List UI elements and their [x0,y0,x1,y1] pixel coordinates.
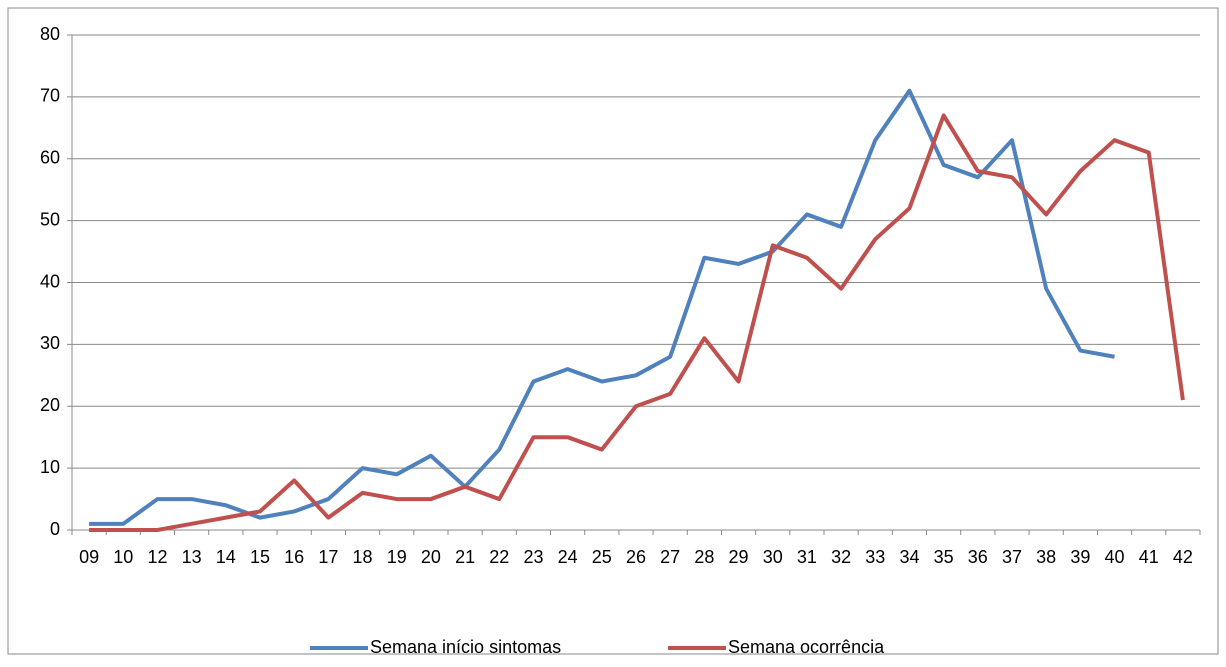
y-tick-label: 0 [50,519,60,539]
series-line [89,113,1185,532]
x-tick-label: 32 [831,547,851,567]
x-tick-label: 28 [694,547,714,567]
x-tick-label: 39 [1070,547,1090,567]
legend-label: Semana ocorrência [728,637,885,657]
x-tick-label: 26 [626,547,646,567]
x-tick-label: 38 [1036,547,1056,567]
y-tick-label: 50 [40,209,60,229]
y-tick-label: 80 [40,24,60,44]
y-tick-label: 60 [40,148,60,168]
x-tick-label: 15 [250,547,270,567]
y-tick-label: 10 [40,457,60,477]
x-tick-label: 14 [216,547,236,567]
legend-label: Semana início sintomas [370,637,561,657]
y-tick-label: 20 [40,395,60,415]
x-tick-label: 13 [182,547,202,567]
x-tick-label: 27 [660,547,680,567]
y-tick-label: 70 [40,86,60,106]
x-tick-label: 42 [1173,547,1193,567]
x-tick-label: 31 [797,547,817,567]
series-line [89,88,1115,526]
y-tick-label: 30 [40,333,60,353]
x-tick-label: 40 [1105,547,1125,567]
x-tick-label: 19 [387,547,407,567]
x-tick-label: 22 [489,547,509,567]
x-tick-label: 17 [318,547,338,567]
x-tick-label: 09 [79,547,99,567]
x-tick-label: 41 [1139,547,1159,567]
x-tick-label: 35 [934,547,954,567]
x-tick-label: 37 [1002,547,1022,567]
x-tick-label: 23 [523,547,543,567]
x-tick-label: 21 [455,547,475,567]
x-tick-label: 10 [113,547,133,567]
y-tick-label: 40 [40,271,60,291]
chart-border [7,7,1219,655]
x-tick-label: 30 [763,547,783,567]
x-tick-label: 36 [968,547,988,567]
x-tick-label: 12 [147,547,167,567]
x-tick-label: 24 [558,547,578,567]
x-tick-label: 34 [899,547,919,567]
x-tick-label: 33 [865,547,885,567]
x-tick-label: 16 [284,547,304,567]
x-tick-label: 25 [592,547,612,567]
x-tick-label: 18 [353,547,373,567]
x-tick-label: 20 [421,547,441,567]
x-tick-label: 29 [729,547,749,567]
